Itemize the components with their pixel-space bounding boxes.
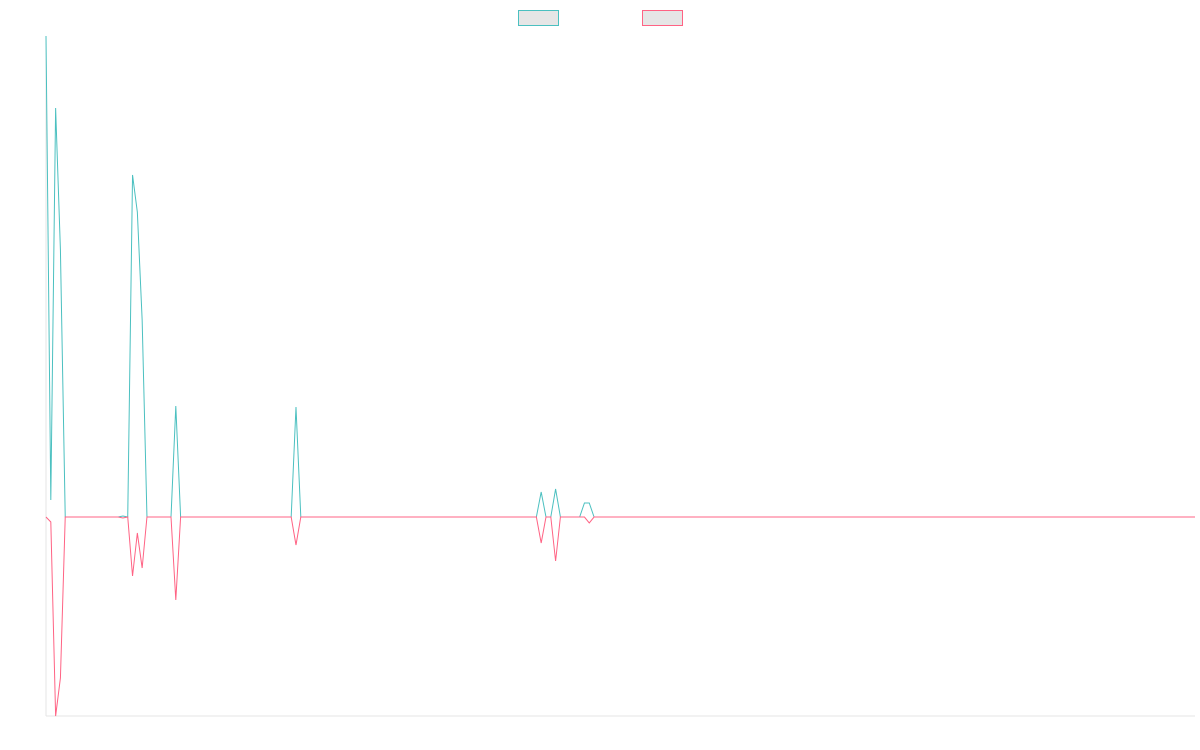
legend-swatch bbox=[518, 10, 559, 26]
series-line bbox=[45, 35, 1195, 518]
legend-swatch bbox=[642, 10, 683, 26]
series-line bbox=[45, 516, 1195, 717]
